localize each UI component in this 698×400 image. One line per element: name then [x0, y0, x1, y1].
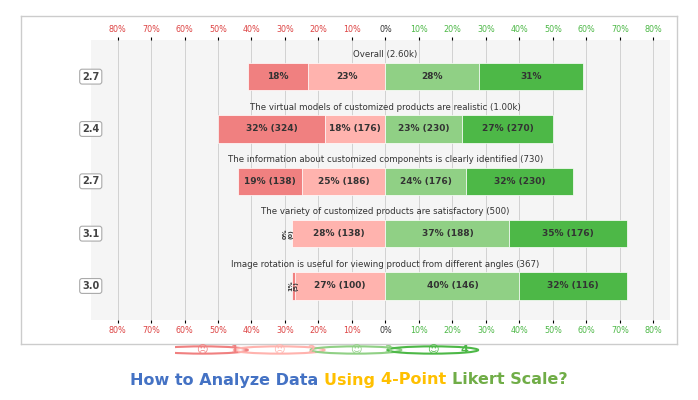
Text: 32% (116): 32% (116) — [547, 282, 599, 290]
Bar — [466, 168, 573, 195]
Bar — [385, 63, 480, 90]
Text: Image rotation is useful for viewing product from different angles (367): Image rotation is useful for viewing pro… — [231, 260, 540, 269]
Text: 4-Point: 4-Point — [381, 372, 452, 388]
Text: The information about customized components is clearly identified (730): The information about customized compone… — [228, 155, 543, 164]
Text: Overall (2.60k): Overall (2.60k) — [353, 50, 417, 59]
Text: ☹: ☹ — [274, 345, 285, 355]
Text: 31%: 31% — [520, 72, 542, 81]
Bar — [248, 63, 309, 90]
Text: 28% (138): 28% (138) — [313, 229, 364, 238]
Text: 25% (186): 25% (186) — [318, 177, 369, 186]
Text: 32% (230): 32% (230) — [493, 177, 545, 186]
Text: 4: 4 — [461, 345, 468, 355]
Bar — [325, 115, 385, 142]
Text: 24% (176): 24% (176) — [400, 177, 452, 186]
Bar — [519, 272, 627, 300]
Text: ☹: ☹ — [197, 345, 208, 355]
Text: 40% (146): 40% (146) — [426, 282, 478, 290]
Bar — [309, 63, 385, 90]
Text: ☺: ☺ — [427, 345, 438, 355]
Text: ☺: ☺ — [350, 345, 362, 355]
Text: 18%: 18% — [267, 72, 289, 81]
Text: 18% (176): 18% (176) — [329, 124, 381, 134]
Text: The virtual models of customized products are realistic (1.00k): The virtual models of customized product… — [250, 103, 521, 112]
Text: 19% (138): 19% (138) — [244, 177, 296, 186]
Text: 37% (188): 37% (188) — [422, 229, 473, 238]
Bar — [218, 115, 325, 142]
Text: 1%
(5): 1% (5) — [288, 281, 299, 291]
Text: The variety of customized products are satisfactory (500): The variety of customized products are s… — [261, 207, 510, 216]
Text: 28%: 28% — [422, 72, 443, 81]
Text: 2: 2 — [307, 345, 315, 355]
Text: Using: Using — [325, 372, 381, 388]
Text: 3.1: 3.1 — [82, 229, 99, 239]
Text: 23%: 23% — [336, 72, 357, 81]
Bar — [295, 272, 385, 300]
Bar — [292, 272, 295, 300]
Bar — [238, 168, 302, 195]
Text: 35% (176): 35% (176) — [542, 229, 594, 238]
Text: 2.7: 2.7 — [82, 72, 99, 82]
Text: 1: 1 — [230, 345, 238, 355]
Bar — [463, 115, 553, 142]
Bar — [385, 220, 510, 247]
Text: Likert Scale?: Likert Scale? — [452, 372, 567, 388]
Text: 23% (230): 23% (230) — [398, 124, 450, 134]
Text: 3.0: 3.0 — [82, 281, 99, 291]
Bar — [385, 272, 519, 300]
Bar — [385, 168, 466, 195]
Bar — [302, 168, 385, 195]
Bar — [480, 63, 583, 90]
Text: 27% (270): 27% (270) — [482, 124, 533, 134]
Text: How to Analyze Data: How to Analyze Data — [131, 372, 325, 388]
Text: 2.4: 2.4 — [82, 124, 99, 134]
Text: 2.7: 2.7 — [82, 176, 99, 186]
Text: 0%
(0): 0% (0) — [283, 228, 294, 239]
Bar — [385, 115, 463, 142]
Bar — [292, 220, 385, 247]
Text: 27% (100): 27% (100) — [315, 282, 366, 290]
Text: 32% (324): 32% (324) — [246, 124, 297, 134]
Text: 3: 3 — [384, 345, 392, 355]
Bar — [510, 220, 627, 247]
